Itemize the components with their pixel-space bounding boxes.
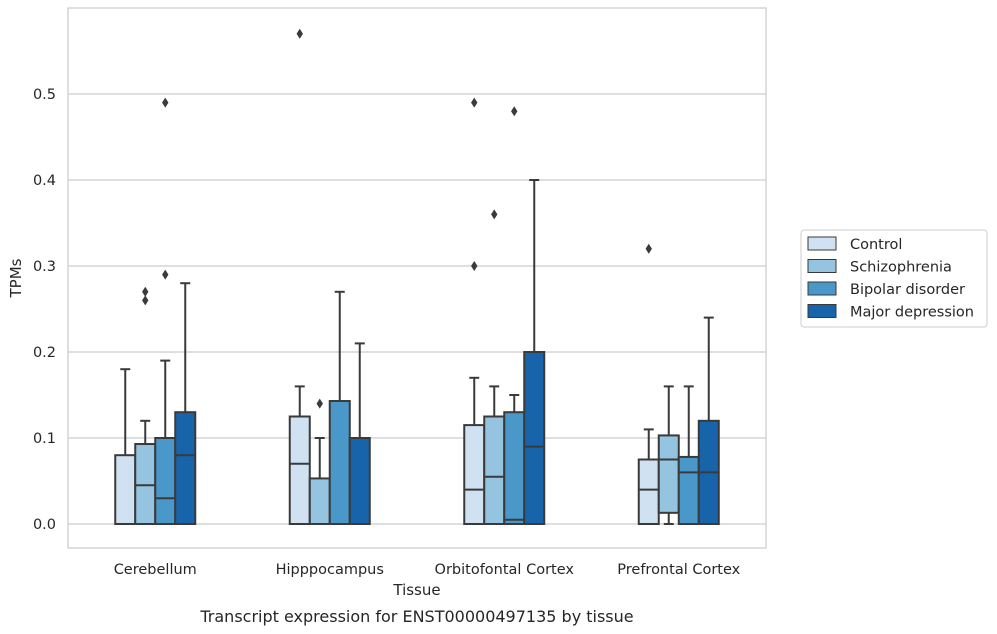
y-tick-label: 0.5 [33,87,56,103]
x-axis-tick-labels: Cerebellum Hipppocampus Orbitofontal Corte… [114,562,741,578]
x-tick-label: Hipppocampus [276,562,384,578]
legend-frame [800,229,988,328]
box-body [308,477,331,526]
box-body [483,415,506,525]
box-body [523,351,546,525]
legend-swatch [807,259,837,273]
box [114,368,137,526]
box [503,106,526,526]
outlier-point [511,106,518,117]
legend-label: Major depression [850,305,974,321]
plot-area-frame [67,7,767,549]
box-body [348,437,371,525]
box [134,286,157,525]
y-tick-label: 0.1 [33,431,56,447]
box-plot-series [114,28,720,526]
box [174,282,197,526]
box-body [154,437,177,525]
outlier-point [162,97,169,108]
outlier-point [645,243,652,254]
box [637,243,660,525]
box [677,385,700,526]
outlier-point [142,295,149,306]
outlier-point [162,269,169,280]
box-body [503,411,526,526]
legend-label: Bipolar disorder [850,282,965,298]
box [328,290,351,525]
box-body [114,454,137,526]
y-tick-label: 0.2 [33,345,56,361]
box [523,179,546,525]
outlier-point [142,286,149,297]
outlier-point [491,209,498,220]
box [154,97,177,525]
outlier-point [296,28,303,39]
series-bipolar-disorder [154,97,700,526]
box-body [637,458,660,525]
box [463,97,486,526]
box-body [463,424,486,526]
x-tick-label: Prefrontal Cortex [617,562,740,578]
legend-label: Schizophrenia [850,260,952,276]
chart-caption: Transcript expression for ENST0000049713… [199,607,633,626]
x-axis-label: Tissue [392,581,440,599]
box [697,316,720,525]
box-body [657,434,680,514]
y-axis-label: TPMs [7,258,25,298]
y-tick-label: 0.4 [33,173,56,189]
box-body [677,455,700,526]
legend-label: Control [850,237,902,253]
box [657,385,680,525]
box [288,28,311,525]
legend-swatch [807,304,837,318]
box-body [328,400,351,525]
outlier-point [471,261,478,271]
box [308,398,331,526]
series-control [114,28,660,526]
box [348,342,371,525]
box-body [288,415,311,525]
y-axis-tick-labels: 0.0 0.1 0.2 0.3 0.4 0.5 [33,87,56,533]
outlier-point [471,97,478,108]
x-tick-label: Orbitofontal Cortex [435,562,575,578]
y-tick-label: 0.0 [33,517,56,533]
legend-swatch [807,281,837,296]
box-body [174,411,197,526]
box-body [134,443,157,525]
box [483,209,506,525]
legend-swatch [807,236,837,251]
outlier-point [316,398,323,409]
series-schizophrenia [134,209,680,526]
legend: Control Schizophrenia Bipolar disorder Majo… [800,229,988,328]
y-tick-label: 0.3 [33,259,56,275]
series-major-depression [174,179,720,526]
x-tick-label: Cerebellum [114,562,197,578]
